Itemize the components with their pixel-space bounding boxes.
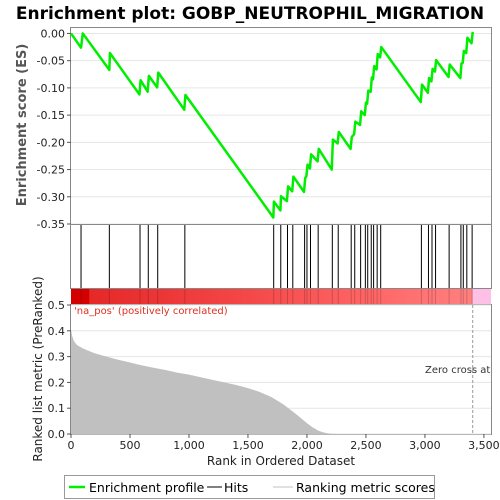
enrichment-profile-line: [69, 31, 474, 219]
es-y-tick-label: 0.00: [41, 27, 66, 40]
rank-y-tick-label: 0.4: [48, 325, 66, 338]
x-axis: 0 500 1,000 1,500 2,000 2,500 3,000 3,500: [68, 434, 500, 452]
rank-color-bar-neg: [472, 289, 491, 304]
x-tick-label: 1,000: [173, 439, 205, 452]
x-axis-label: Rank in Ordered Dataset: [207, 454, 355, 468]
rank-y-tick-label: 0.1: [48, 402, 66, 415]
x-tick-label: 0: [68, 439, 75, 452]
rank-y-tick-label: 0.2: [48, 376, 66, 389]
es-y-tick-label: -0.25: [37, 164, 65, 177]
rank-y-tick-label: 0.0: [48, 428, 66, 441]
legend-label-enrichment: Enrichment profile: [89, 480, 205, 495]
rank-y-tick-label: 0.3: [48, 351, 66, 364]
rank-y-axis-label: Ranked list metric (PreRanked): [31, 276, 45, 461]
legend-label-ranking: Ranking metric scores: [296, 480, 435, 495]
color-bar-hit-marks: [80, 289, 473, 304]
es-y-tick-label: -0.10: [37, 82, 65, 95]
es-line-group: [69, 31, 474, 219]
es-panel-frame: [70, 27, 492, 225]
es-y-axis-label: Enrichment score (ES): [15, 44, 30, 207]
es-y-tick-label: -0.20: [37, 136, 65, 149]
rank-y-axis: 0.0 0.1 0.2 0.3 0.4 0.5: [48, 299, 71, 441]
x-tick-label: 3,500: [468, 439, 500, 452]
es-y-tick-label: -0.30: [37, 191, 65, 204]
rank-color-bar-pos: [71, 289, 473, 304]
rank-y-tick-label: 0.5: [48, 299, 66, 312]
legend-label-hits: Hits: [224, 480, 248, 495]
es-y-axis: 0.00 -0.05 -0.10 -0.15 -0.20 -0.25 -0.30 -0.35: [37, 27, 71, 231]
legend-box: [64, 475, 435, 499]
es-y-tick-label: -0.15: [37, 109, 65, 122]
x-tick-label: 1,500: [232, 439, 264, 452]
es-y-tick-label: -0.35: [37, 218, 65, 231]
x-tick-label: 3,000: [409, 439, 441, 452]
es-y-tick-label: -0.05: [37, 55, 65, 68]
x-tick-label: 2,500: [350, 439, 382, 452]
ranking-metric-area: [71, 329, 473, 434]
hit-marks: [80, 225, 473, 288]
x-tick-label: 2,000: [291, 439, 323, 452]
zero-cross-label: Zero cross at: [425, 365, 490, 376]
x-tick-label: 500: [119, 439, 140, 452]
hits-panel-frame: [70, 224, 492, 289]
chart-title: Enrichment plot: GOBP_NEUTROPHIL_MIGRATI…: [16, 4, 484, 24]
positive-correlation-label: 'na_pos' (positively correlated): [74, 306, 228, 317]
